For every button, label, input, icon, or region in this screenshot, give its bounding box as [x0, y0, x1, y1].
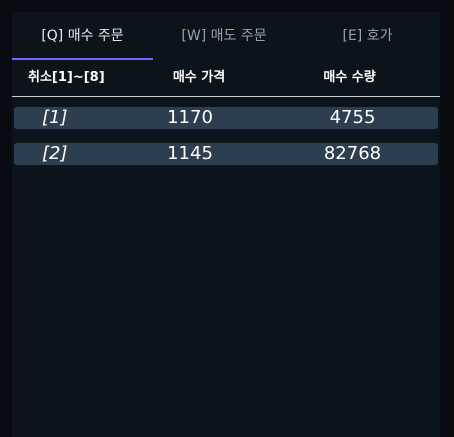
table-row[interactable]: [2] 1145 82768: [14, 143, 438, 165]
order-price: 1145: [167, 143, 213, 164]
tab-buy-order[interactable]: [Q] 매수 주문: [12, 12, 153, 60]
table-row[interactable]: [1] 1170 4755: [14, 107, 438, 129]
order-quantity: 82768: [323, 143, 382, 164]
header-cancel: 취소[1]~[8]: [28, 70, 105, 85]
header-price: 매수 가격: [172, 70, 226, 85]
tab-sell-order[interactable]: [W] 매도 주문: [181, 28, 267, 44]
order-id: [2]: [42, 143, 68, 164]
order-price: 1170: [167, 107, 213, 128]
header-quantity: 매수 수량: [323, 70, 376, 85]
buy-order-panel: [Q] 매수 주문 [W] 매도 주문 [E] 호가 취소[1]~[8] 매수 …: [12, 12, 440, 437]
tab-order-book[interactable]: [E] 호가: [342, 28, 393, 44]
table-header: 취소[1]~[8] 매수 가격 매수 수량: [12, 64, 440, 97]
tab-bar: [Q] 매수 주문 [W] 매도 주문 [E] 호가: [12, 12, 440, 60]
order-id: [1]: [42, 107, 68, 128]
order-quantity: 4755: [329, 107, 376, 128]
